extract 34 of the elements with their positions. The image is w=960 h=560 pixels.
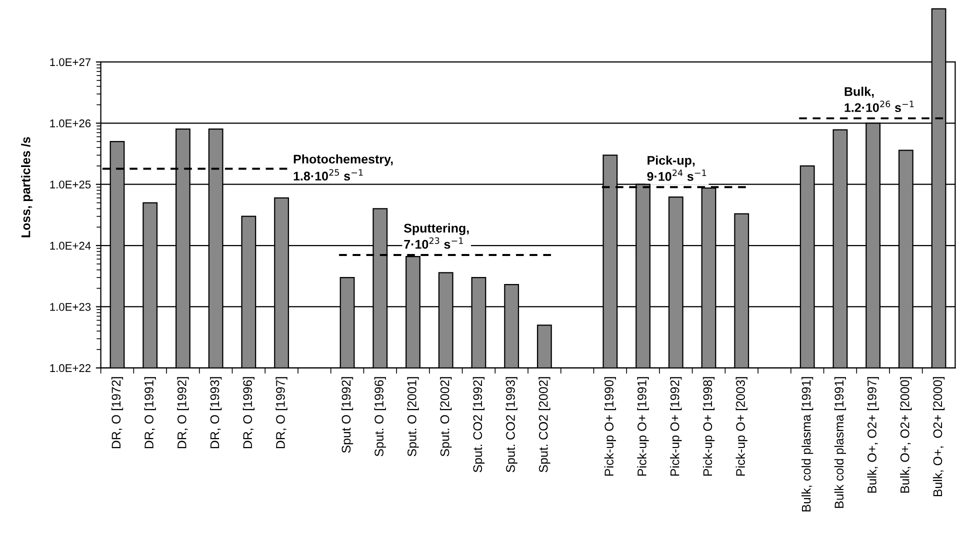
y-axis-title: Loss, particles /s — [21, 137, 33, 238]
x-tick-label: Pick-up O+ [1998] — [702, 377, 715, 476]
ref-line-label: Bulk, 1.2·10$^{26}$ s$^{−1}$ — [844, 86, 914, 112]
x-tick-label: DR, O [1996] — [242, 377, 255, 448]
x-tick-label: DR, O [1997] — [276, 377, 288, 448]
x-tick-label: Sput. O [1996] — [374, 377, 386, 456]
x-tick-label: Bulk, cold plasma [1991] — [801, 377, 814, 512]
x-tick-label: Sput O [1992] — [341, 377, 354, 453]
x-tick-label: Pick-up O+ [1990] — [604, 377, 616, 476]
x-tick-label: Sput. O [2001] — [407, 377, 419, 456]
y-tick-label: 1.0E+26 — [50, 119, 91, 128]
y-tick-label: 1.0E+25 — [50, 180, 91, 188]
y-tick-label: 1.0E+27 — [50, 58, 91, 66]
x-tick-label: Sput. CO2 [1992] — [472, 377, 485, 472]
x-tick-label: DR, O [1992] — [177, 377, 189, 448]
x-tick-label: Sput. CO2 [2002] — [538, 377, 550, 472]
x-tick-label: Pick-up O+ [1992] — [670, 377, 682, 476]
y-tick-label: 1.0E+23 — [50, 303, 91, 311]
x-tick-label: Bulk, O+, O2+ [1997] — [867, 377, 879, 493]
x-tick-label: Bulk, O+, O2+ [2000] — [932, 377, 945, 496]
x-tick-label: Bulk, O+, O2+ [2000] — [900, 377, 912, 493]
x-tick-label: Pick-up O+ [2003] — [736, 377, 748, 476]
x-tick-label: Sput. CO2 [1993] — [506, 377, 518, 472]
ref-line-label: Photochemestry, 1.8·10$^{25}$ s$^{−1}$ — [294, 154, 393, 181]
y-tick-label: 1.0E+24 — [50, 242, 91, 250]
x-tick-label: Bulk cold plasma [1991] — [834, 377, 846, 508]
x-tick-label: DR, O [1972] — [111, 377, 124, 448]
ref-line-label: Sputtering, 7·10$^{23}$ s$^{−1}$ — [404, 223, 469, 249]
x-tick-label: DR, O [1993] — [210, 377, 222, 448]
ref-line-label: Pick-up, 9·10$^{24}$ s$^{−1}$ — [647, 156, 706, 181]
x-tick-label: Sput. O [2002] — [440, 377, 452, 456]
x-tick-label: Pick-up O+ [1991] — [637, 377, 649, 476]
x-tick-label: DR, O [1991] — [144, 377, 156, 448]
y-tick-label: 1.0E+22 — [50, 364, 91, 372]
